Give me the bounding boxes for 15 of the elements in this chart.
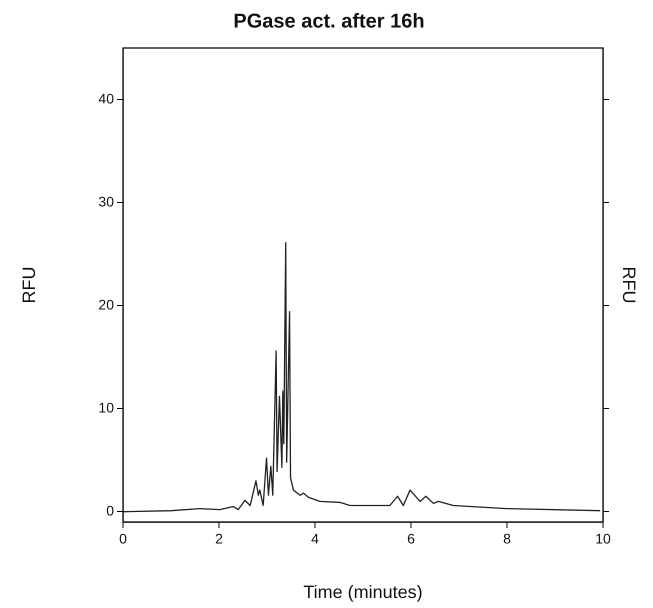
x-axis-title: Time (minutes) xyxy=(303,582,423,602)
y2-axis-title: RFU xyxy=(619,266,640,304)
chart-title: PGase act. after 16h xyxy=(233,10,425,33)
y-tick-label: 0 xyxy=(106,502,114,519)
y-axis-title: RFU xyxy=(18,266,39,304)
x-tick-label: 4 xyxy=(311,530,320,546)
x-tick-label: 2 xyxy=(215,530,224,546)
x-tick-label: 6 xyxy=(407,530,416,546)
y-tick-label: 40 xyxy=(98,90,114,106)
y-tick-label: 10 xyxy=(98,400,114,416)
x-tick-label: 10 xyxy=(595,530,611,546)
x-tick-label: 0 xyxy=(119,530,128,546)
y-tick-label: 20 xyxy=(98,296,114,312)
x-tick-label: 8 xyxy=(503,530,512,546)
y-tick-label: 30 xyxy=(98,193,114,210)
